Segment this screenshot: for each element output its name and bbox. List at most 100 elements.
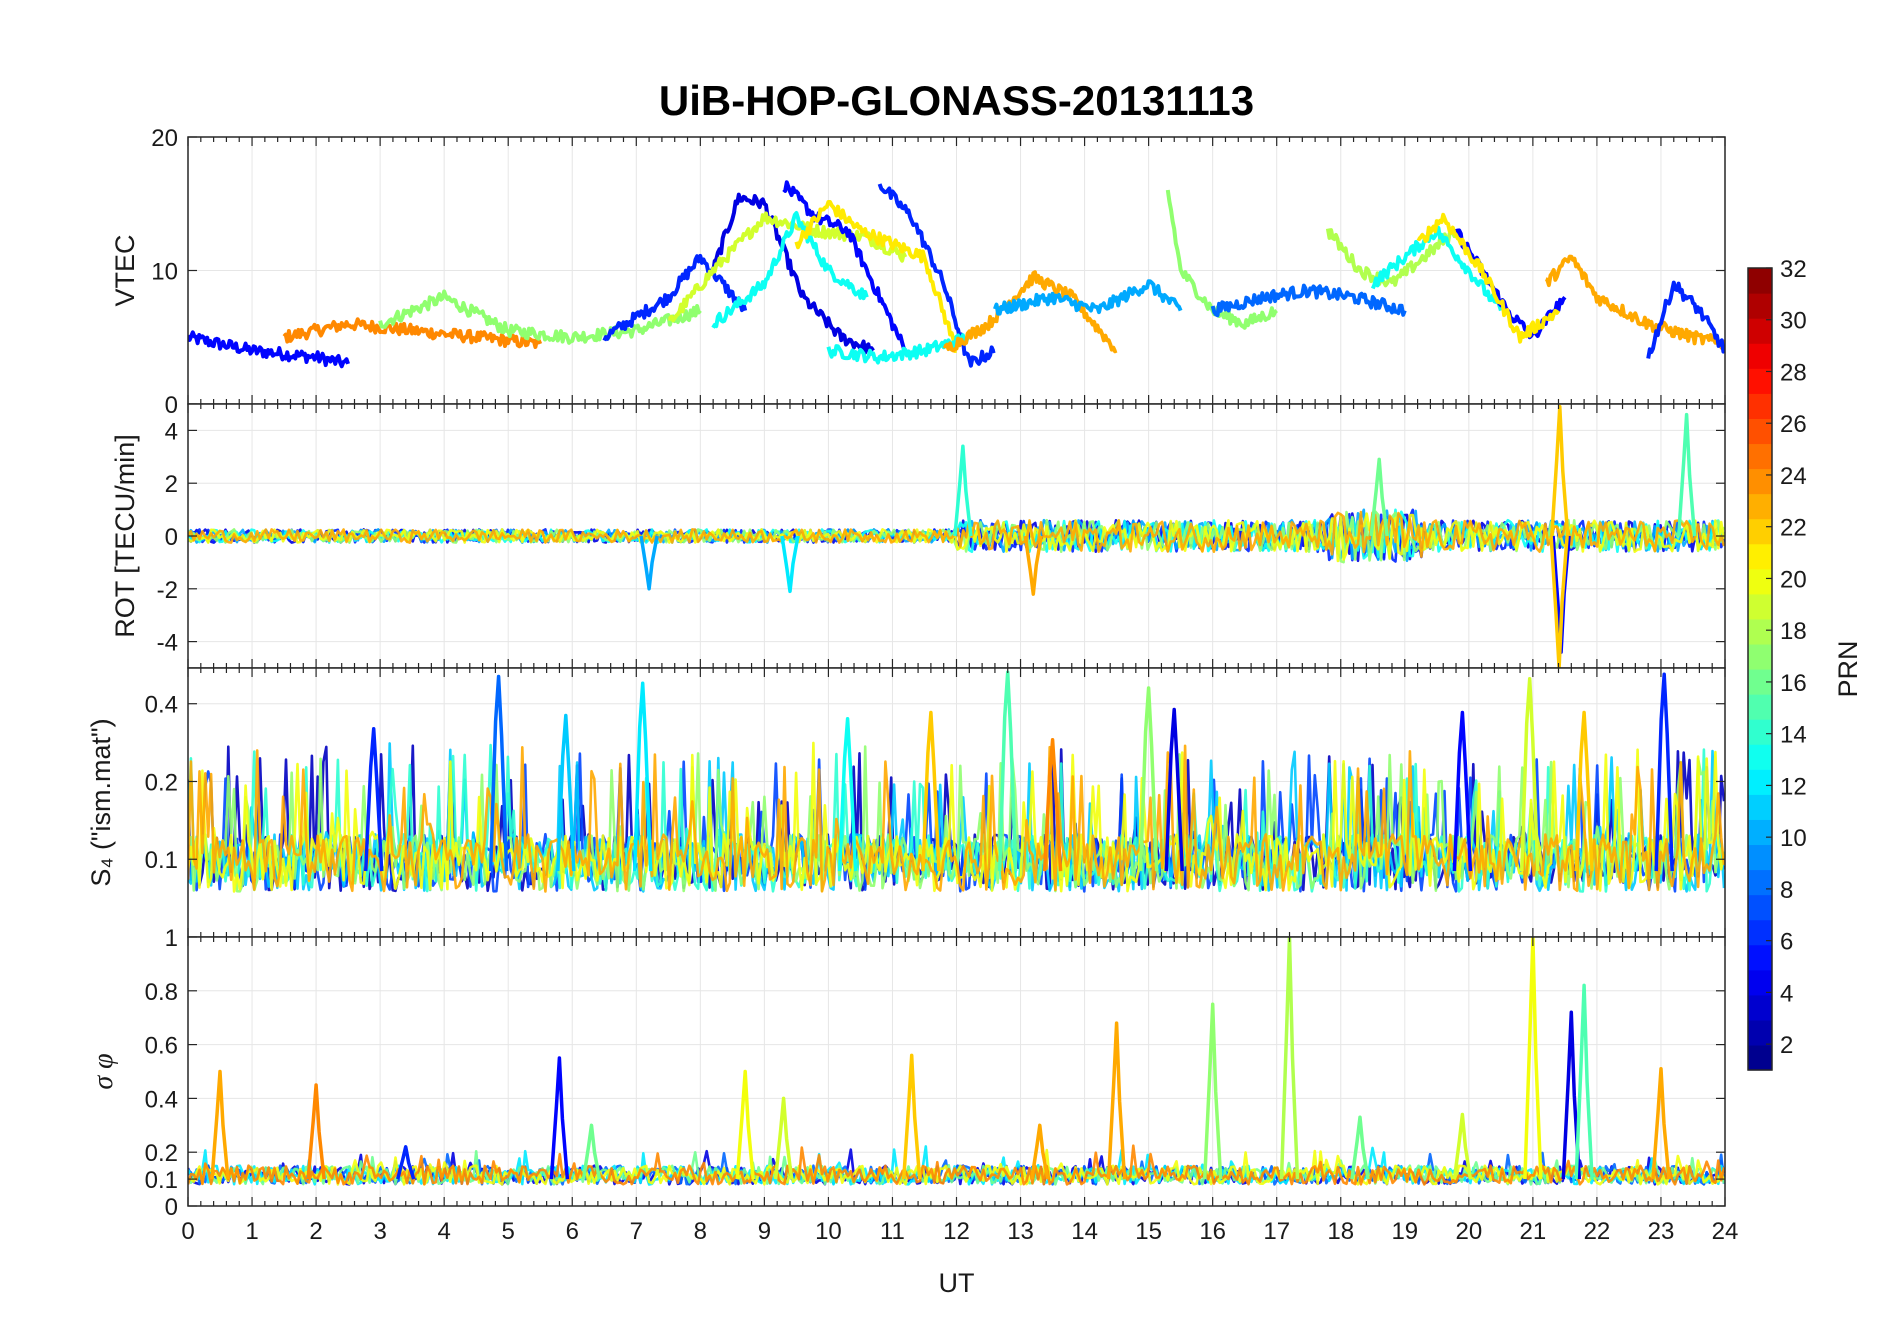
colorbar-segment bbox=[1748, 468, 1772, 495]
y-tick-label: 0.8 bbox=[145, 979, 178, 1006]
spike-4 bbox=[1676, 412, 1697, 537]
chart-title: UiB-HOP-GLONASS-20131113 bbox=[659, 77, 1254, 124]
x-tick-label: 13 bbox=[1007, 1218, 1034, 1245]
y-tick-label: 0 bbox=[165, 392, 178, 419]
colorbar-segment bbox=[1748, 794, 1772, 820]
spike-7 bbox=[901, 1053, 922, 1180]
y-tick-label: 4 bbox=[165, 418, 178, 445]
y-tick-label: -2 bbox=[157, 577, 178, 604]
vtec-series-21 bbox=[1646, 280, 1725, 359]
colorbar-tick-label: 22 bbox=[1780, 515, 1807, 542]
y-axis-label: S₄ ("ism.mat") bbox=[86, 718, 116, 886]
vtec-series-3 bbox=[378, 289, 702, 345]
colorbar-segment bbox=[1748, 343, 1772, 369]
spike-11 bbox=[1279, 937, 1300, 1180]
x-tick-label: 18 bbox=[1327, 1218, 1354, 1245]
colorbar-segment bbox=[1748, 643, 1772, 670]
x-tick-label: 21 bbox=[1520, 1218, 1547, 1245]
colorbar-tick-label: 28 bbox=[1780, 359, 1807, 386]
spike-5 bbox=[1519, 676, 1540, 872]
colorbar-segment bbox=[1748, 618, 1772, 645]
colorbar-segment bbox=[1748, 919, 1772, 946]
spike-17 bbox=[1651, 1067, 1671, 1180]
spike-2 bbox=[632, 681, 653, 872]
spike-1 bbox=[1550, 404, 1570, 537]
colorbar-tick-label: 4 bbox=[1780, 980, 1793, 1007]
colorbar-tick-label: 30 bbox=[1780, 308, 1807, 335]
vtec-series-1 bbox=[188, 330, 350, 369]
colorbar-segment bbox=[1748, 418, 1772, 445]
vtec-series-9 bbox=[794, 200, 957, 353]
x-tick-label: 12 bbox=[943, 1218, 970, 1245]
y-tick-label: 10 bbox=[151, 259, 178, 286]
y-tick-label: 0.4 bbox=[145, 692, 178, 719]
colorbar-tick-label: 20 bbox=[1780, 566, 1807, 593]
spike-3 bbox=[549, 1056, 570, 1180]
y-axis-label: ROT [TECU/min] bbox=[110, 434, 140, 638]
vtec-series-19 bbox=[1416, 212, 1561, 344]
spike-4 bbox=[581, 1123, 602, 1180]
x-tick-label: 22 bbox=[1584, 1218, 1611, 1245]
x-tick-label: 16 bbox=[1199, 1218, 1226, 1245]
panel-2: -4 -2 0 2 4 ROT [TECU/min] bbox=[110, 403, 1726, 669]
spike-16 bbox=[1574, 983, 1594, 1180]
colorbar-label: PRN bbox=[1833, 640, 1863, 697]
series-group bbox=[188, 180, 1725, 369]
colorbar-segment bbox=[1748, 268, 1772, 294]
y-tick-label: 0 bbox=[165, 524, 178, 551]
noise-series-6 bbox=[188, 512, 1725, 563]
colorbar-tick-label: 10 bbox=[1780, 825, 1807, 852]
panel-1: 0 10 20 VTEC bbox=[110, 125, 1726, 419]
y-tick-label: 0.1 bbox=[145, 847, 178, 874]
colorbar-segment bbox=[1748, 744, 1772, 770]
x-tick-label: 7 bbox=[630, 1218, 643, 1245]
colorbar-segment bbox=[1748, 869, 1772, 896]
y-tick-label: 0.4 bbox=[145, 1086, 178, 1113]
spike-8 bbox=[1030, 1123, 1050, 1180]
colorbar-tick-label: 18 bbox=[1780, 618, 1807, 645]
spike-18 bbox=[396, 1145, 416, 1180]
colorbar-tick-label: 16 bbox=[1780, 670, 1807, 697]
y-tick-label: 0.6 bbox=[145, 1033, 178, 1060]
y-tick-label: 0.2 bbox=[145, 1140, 178, 1167]
spike-1 bbox=[210, 1069, 230, 1180]
x-tick-label: 3 bbox=[373, 1218, 386, 1245]
vtec-series-5 bbox=[711, 192, 875, 356]
y-tick-label: 2 bbox=[165, 471, 178, 498]
colorbar-segment bbox=[1748, 368, 1772, 394]
colorbar-segment bbox=[1748, 994, 1772, 1021]
x-tick-label: 24 bbox=[1712, 1218, 1739, 1245]
vtec-series-12 bbox=[942, 270, 1118, 354]
vtec-series-16 bbox=[1325, 228, 1458, 288]
spike-12 bbox=[1452, 710, 1473, 872]
spike-9 bbox=[837, 716, 858, 872]
y-axis-label: σ φ bbox=[88, 1053, 119, 1089]
spike-15 bbox=[1561, 1010, 1582, 1180]
spike-12 bbox=[1350, 1115, 1370, 1180]
x-tick-label: 5 bbox=[502, 1218, 515, 1245]
colorbar-tick-label: 6 bbox=[1780, 929, 1793, 956]
colorbar-segment bbox=[1748, 568, 1772, 595]
spike-10 bbox=[1202, 1002, 1223, 1180]
colorbar-tick-label: 8 bbox=[1780, 877, 1793, 904]
y-tick-label: 0 bbox=[165, 1194, 178, 1221]
x-tick-label: 4 bbox=[437, 1218, 450, 1245]
colorbar-tick-label: 12 bbox=[1780, 773, 1807, 800]
y-tick-label: 0.2 bbox=[145, 769, 178, 796]
spike-9 bbox=[1369, 457, 1389, 537]
colorbar-segment bbox=[1748, 844, 1772, 871]
spike-6 bbox=[773, 1096, 794, 1180]
colorbar-segment bbox=[1748, 819, 1772, 846]
x-tick-label: 20 bbox=[1455, 1218, 1482, 1245]
colorbar-tick-label: 14 bbox=[1780, 722, 1807, 749]
colorbar-segment bbox=[1748, 1044, 1772, 1071]
x-tick-label: 1 bbox=[245, 1218, 258, 1245]
y-tick-label: 1 bbox=[165, 925, 178, 952]
vtec-series-10 bbox=[877, 183, 996, 368]
spike-11 bbox=[1164, 707, 1184, 872]
colorbar-segment bbox=[1748, 443, 1772, 470]
vtec-series-4 bbox=[602, 253, 748, 342]
spike-5 bbox=[953, 444, 973, 537]
